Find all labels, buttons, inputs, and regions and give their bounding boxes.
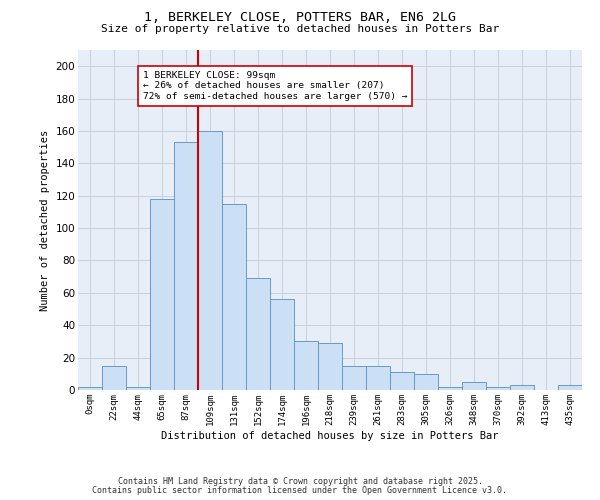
Bar xyxy=(198,131,222,390)
Y-axis label: Number of detached properties: Number of detached properties xyxy=(40,130,50,310)
Bar xyxy=(486,387,510,390)
Bar xyxy=(246,278,270,390)
Text: 1 BERKELEY CLOSE: 99sqm
← 26% of detached houses are smaller (207)
72% of semi-d: 1 BERKELEY CLOSE: 99sqm ← 26% of detache… xyxy=(143,71,407,101)
Bar xyxy=(342,366,366,390)
Bar xyxy=(414,374,438,390)
Bar xyxy=(510,385,534,390)
Bar xyxy=(174,142,198,390)
Text: Contains HM Land Registry data © Crown copyright and database right 2025.: Contains HM Land Registry data © Crown c… xyxy=(118,477,482,486)
Bar xyxy=(150,199,174,390)
Bar xyxy=(558,385,582,390)
Text: Contains public sector information licensed under the Open Government Licence v3: Contains public sector information licen… xyxy=(92,486,508,495)
Bar xyxy=(270,300,294,390)
X-axis label: Distribution of detached houses by size in Potters Bar: Distribution of detached houses by size … xyxy=(161,430,499,440)
Text: 1, BERKELEY CLOSE, POTTERS BAR, EN6 2LG: 1, BERKELEY CLOSE, POTTERS BAR, EN6 2LG xyxy=(144,11,456,24)
Bar xyxy=(438,387,462,390)
Bar xyxy=(294,342,318,390)
Bar xyxy=(126,387,150,390)
Bar xyxy=(366,366,390,390)
Text: Size of property relative to detached houses in Potters Bar: Size of property relative to detached ho… xyxy=(101,24,499,34)
Bar xyxy=(102,366,126,390)
Bar xyxy=(78,387,102,390)
Bar xyxy=(222,204,246,390)
Bar xyxy=(462,382,486,390)
Bar xyxy=(318,343,342,390)
Bar xyxy=(390,372,414,390)
